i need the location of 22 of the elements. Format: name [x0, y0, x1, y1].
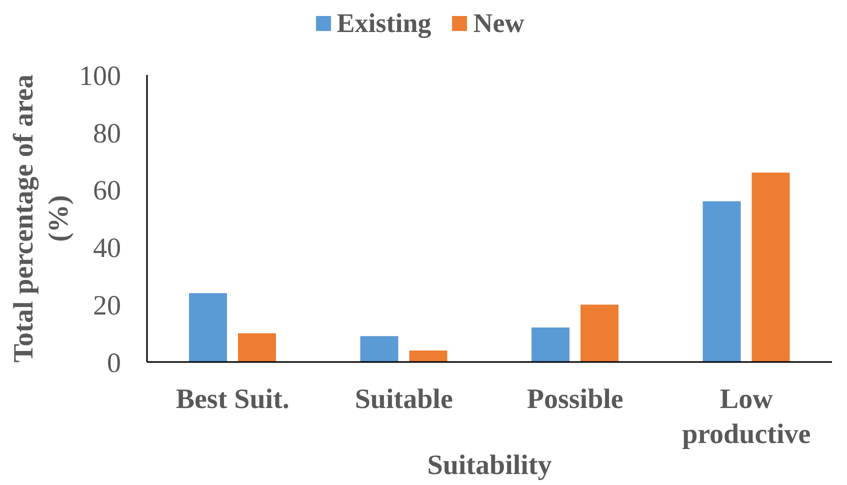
- bar: [238, 333, 276, 362]
- x-tick-label: Best Suit.: [176, 384, 290, 415]
- y-tick-label: 20: [93, 290, 121, 322]
- bar: [702, 201, 741, 362]
- bar: [580, 304, 618, 362]
- bar: [189, 293, 227, 362]
- x-tick-label: Low productive: [682, 384, 811, 450]
- bar: [752, 172, 790, 362]
- y-tick-label: 60: [93, 176, 121, 207]
- y-axis-title: Total percentage of area (%): [8, 74, 74, 362]
- y-tick-label: 40: [93, 233, 121, 264]
- legend-label: New: [473, 8, 524, 38]
- y-tick-label: 100: [79, 60, 121, 92]
- bar: [532, 328, 570, 362]
- bar: [360, 336, 398, 362]
- y-tick-label: 0: [107, 348, 121, 379]
- y-tick-label: 80: [93, 118, 121, 150]
- x-tick-label: Possible: [526, 384, 624, 415]
- x-axis-title: Suitability: [427, 450, 552, 481]
- bar: [409, 350, 448, 362]
- legend-label: Existing: [336, 8, 432, 38]
- x-tick-label: Suitable: [354, 384, 453, 415]
